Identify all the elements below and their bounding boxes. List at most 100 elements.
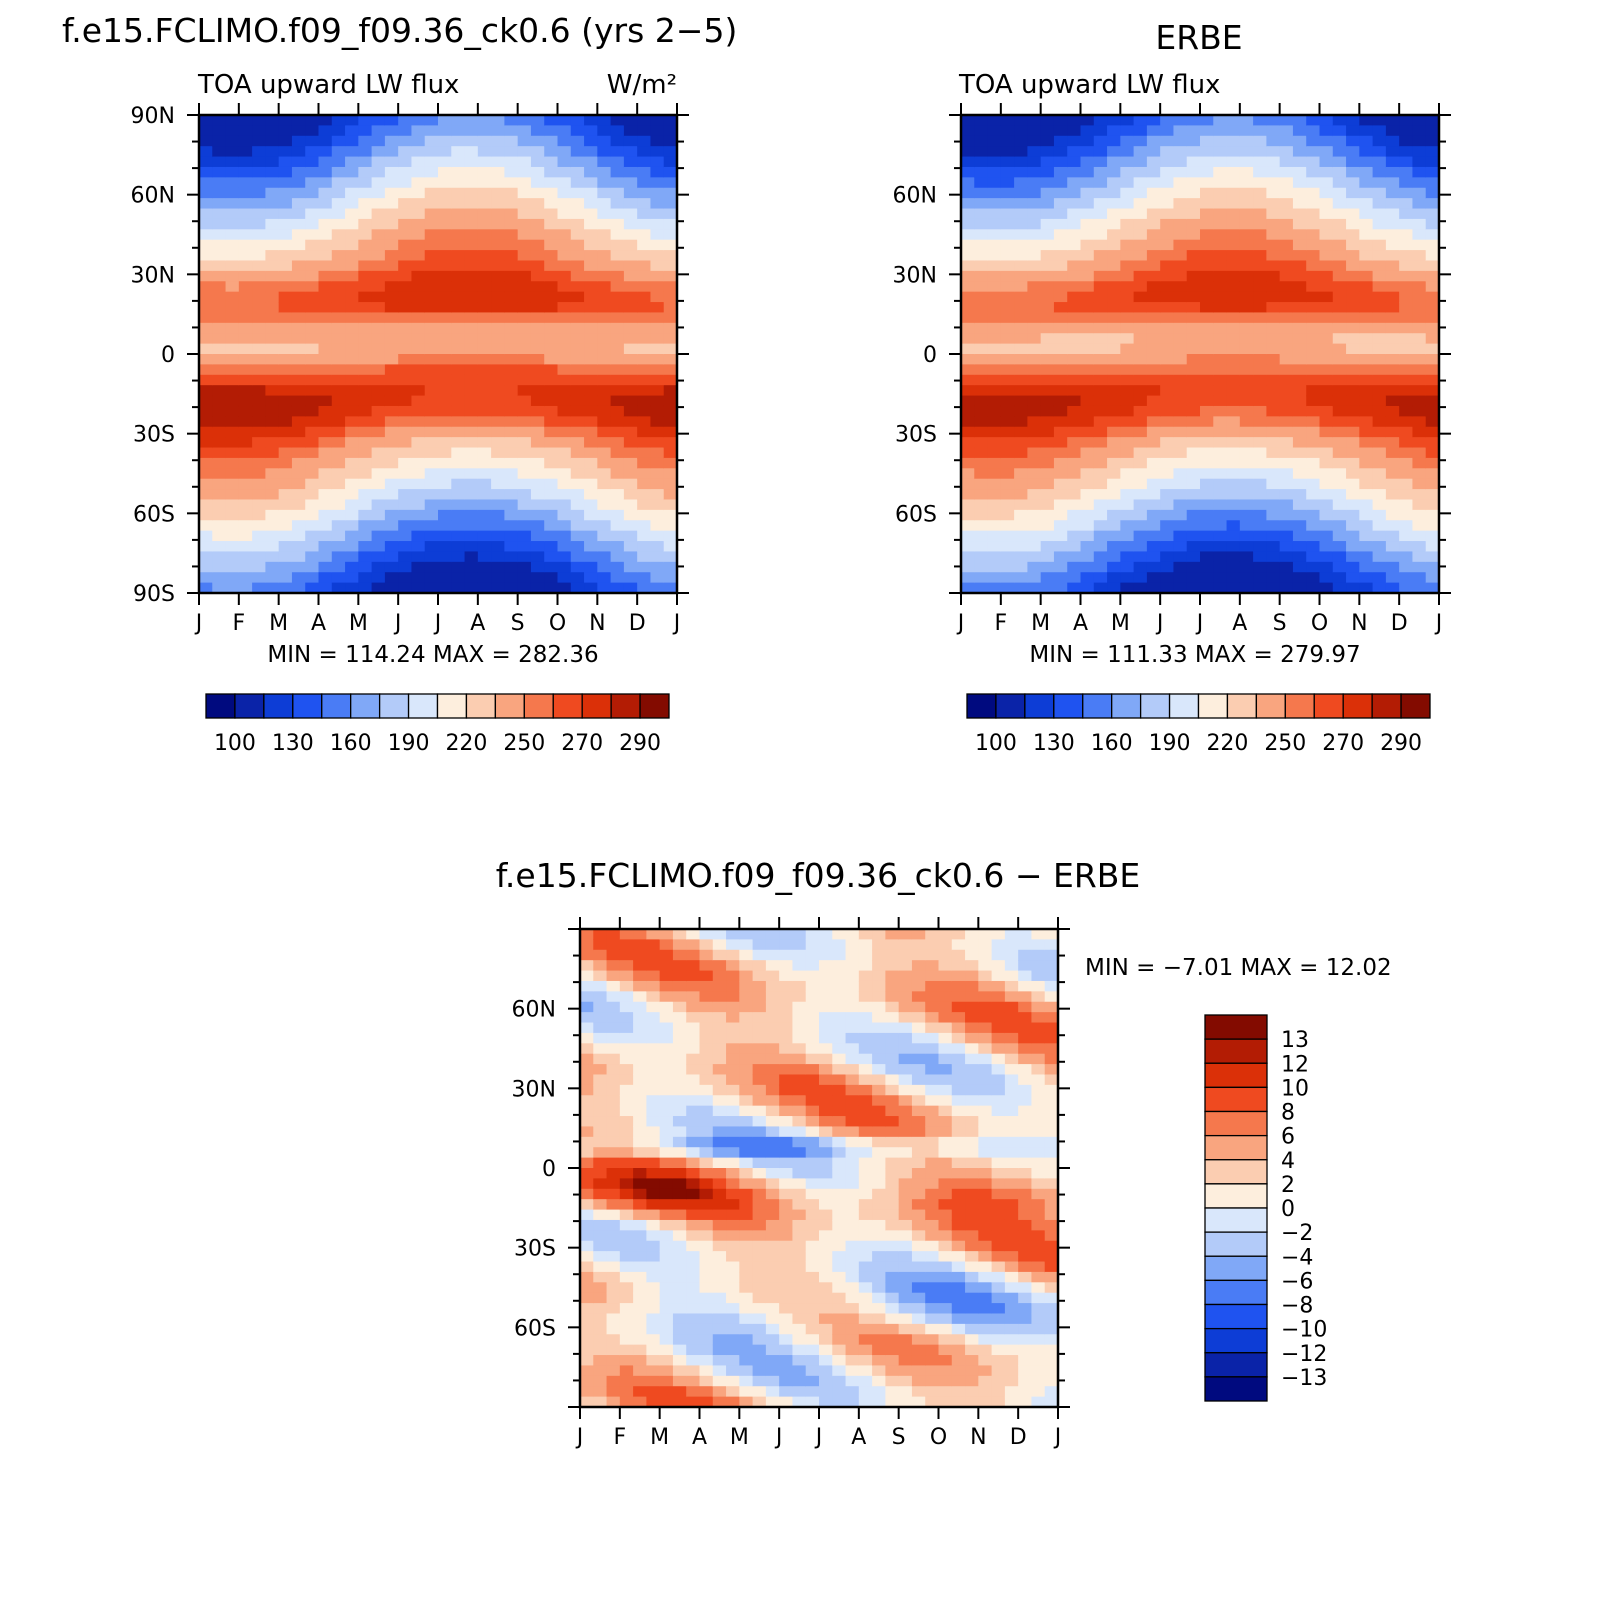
field-cell — [819, 1012, 833, 1024]
field-cell — [858, 1178, 873, 1190]
field-cell — [1306, 385, 1321, 397]
field-cell — [872, 1053, 886, 1065]
field-cell — [278, 239, 293, 251]
field-cell — [1332, 156, 1347, 168]
field-cell — [1239, 457, 1254, 469]
field-cell — [1306, 260, 1321, 272]
field-cell — [1372, 239, 1387, 251]
field-cell — [384, 530, 399, 542]
field-cell — [606, 1043, 621, 1055]
field-cell — [712, 1064, 727, 1076]
field-cell — [1332, 229, 1347, 241]
field-cell — [517, 374, 532, 386]
field-cell — [544, 416, 559, 428]
field-cell — [238, 416, 253, 428]
field-cell — [1412, 125, 1427, 137]
field-cell — [225, 125, 240, 137]
field-cell — [238, 541, 253, 553]
field-cell — [637, 156, 652, 168]
field-cell — [584, 281, 598, 293]
field-cell — [1213, 281, 1228, 293]
field-cell — [557, 229, 572, 241]
field-cell — [1319, 478, 1334, 490]
field-cell — [699, 929, 714, 940]
field-cell — [491, 530, 505, 542]
field-cell — [1385, 312, 1400, 324]
field-cell — [872, 1126, 886, 1138]
field-cell — [911, 1105, 926, 1117]
field-cell — [1014, 135, 1028, 147]
field-cell — [1120, 260, 1135, 272]
field-cell — [1053, 343, 1068, 355]
field-cell — [1399, 270, 1414, 282]
field-cell — [739, 970, 754, 982]
field-cell — [686, 939, 701, 951]
field-cell — [424, 354, 439, 365]
field-cell — [371, 499, 386, 511]
field-cell — [438, 115, 452, 126]
field-cell — [872, 1157, 886, 1169]
field-cell — [438, 489, 452, 501]
field-cell — [345, 281, 359, 293]
field-cell — [805, 1230, 820, 1242]
field-cell — [633, 1271, 647, 1283]
field-cell — [978, 1178, 993, 1190]
field-cell — [1040, 260, 1055, 272]
field-cell — [238, 530, 253, 542]
field-cell — [1385, 177, 1400, 189]
field-cell — [911, 1001, 926, 1013]
field-cell — [1173, 405, 1188, 417]
field-cell — [779, 1168, 794, 1179]
field-cell — [1160, 239, 1175, 251]
field-cell — [1292, 260, 1307, 272]
field-cell — [819, 929, 833, 940]
field-cell — [1346, 291, 1360, 303]
field-cell — [1000, 333, 1015, 345]
field-cell — [832, 1240, 847, 1252]
field-cell — [1266, 218, 1281, 230]
field-cell — [1027, 354, 1042, 365]
field-cell — [1053, 312, 1068, 324]
field-cell — [1292, 239, 1307, 251]
field-cell — [557, 374, 572, 386]
field-cell — [570, 572, 585, 584]
field-cell — [544, 250, 559, 262]
field-cell — [619, 991, 634, 1003]
field-cell — [278, 551, 293, 563]
field-cell — [212, 302, 227, 314]
field-cell — [726, 1355, 740, 1367]
x-tick-label: D — [629, 611, 646, 636]
field-cell — [438, 250, 452, 262]
field-cell — [686, 1230, 701, 1242]
field-cell — [1279, 374, 1294, 386]
field-cell — [580, 1303, 594, 1315]
field-cell — [978, 949, 993, 961]
field-cell — [987, 478, 1002, 490]
field-cell — [1292, 374, 1307, 386]
field-cell — [305, 385, 320, 397]
field-cell — [530, 385, 545, 397]
field-cell — [504, 115, 519, 126]
field-cell — [504, 177, 519, 189]
field-cell — [1067, 499, 1082, 511]
colorbar-swatch — [639, 693, 670, 719]
field-cell — [974, 270, 989, 282]
field-cell — [1306, 551, 1321, 563]
field-cell — [765, 949, 780, 961]
field-cell — [1279, 509, 1294, 521]
y-tick-label: 60N — [131, 184, 175, 209]
colorbar-label: 250 — [1264, 731, 1306, 756]
field-cell — [544, 343, 559, 355]
field-cell — [212, 447, 227, 459]
field-cell — [1425, 333, 1440, 345]
field-cell — [663, 146, 678, 158]
field-cell — [305, 530, 320, 542]
field-cell — [1346, 364, 1360, 376]
field-cell — [1053, 156, 1068, 168]
field-cell — [544, 187, 559, 199]
field-cell — [726, 1219, 740, 1231]
field-cell — [411, 166, 426, 178]
field-cell — [610, 239, 625, 251]
field-cell — [1053, 582, 1068, 594]
field-cell — [1372, 541, 1387, 553]
